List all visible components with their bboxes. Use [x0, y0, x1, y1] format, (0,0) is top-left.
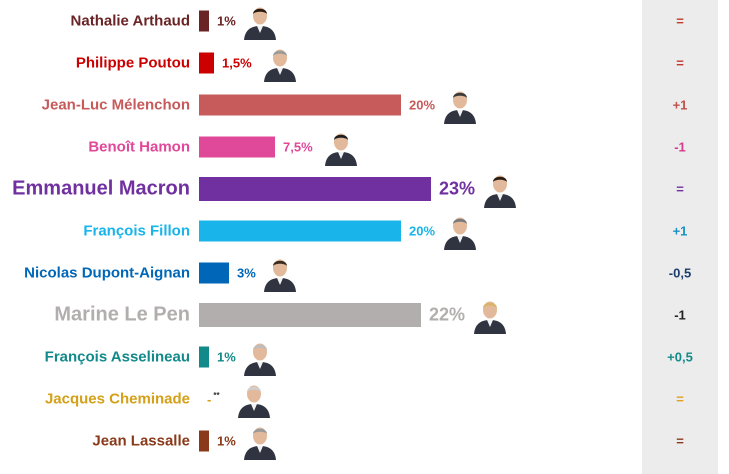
candidate-photo [244, 343, 276, 376]
data-label-text: 23% [439, 178, 476, 199]
data-label: 1,5% [222, 56, 252, 71]
candidate-name: Jacques Cheminade [44, 390, 190, 408]
candidate-row: Philippe Poutou 1,5% = [0, 42, 729, 84]
change-value: -1 [674, 307, 686, 323]
bar [199, 136, 275, 158]
candidate-row: Benoît Hamon 7,5% -1 [0, 126, 729, 168]
data-label-text: 20% [409, 223, 436, 239]
data-label-text: 7,5% [283, 139, 313, 155]
candidate-row: Jacques Cheminade - ** = [0, 378, 729, 420]
data-label-text: 1% [217, 433, 236, 449]
bar [199, 303, 421, 327]
candidate-row: Nathalie Arthaud 1% = [0, 0, 729, 42]
data-label: 20% [409, 224, 435, 239]
bar [199, 262, 229, 284]
change-column [642, 0, 718, 474]
data-label-text: 3% [237, 265, 256, 281]
data-label: - ** [207, 391, 220, 407]
candidate-row: Marine Le Pen 22% -1 [0, 294, 729, 336]
candidate-photo [264, 259, 296, 292]
change-value: -1 [674, 139, 686, 155]
data-label-text: - [207, 392, 212, 407]
candidate-name: François Fillon [83, 222, 190, 240]
data-label-text: 1% [217, 13, 236, 29]
bar [199, 52, 214, 74]
candidate-row: François Fillon 20% +1 [0, 210, 729, 252]
data-label: 20% [409, 98, 435, 113]
candidate-photo [244, 7, 276, 40]
change-value: +0,5 [667, 349, 693, 365]
data-label: 22% [429, 305, 465, 326]
change-value: -0,5 [668, 265, 692, 281]
candidate-photo [238, 385, 270, 418]
candidate-row: François Asselineau 1% +0,5 [0, 336, 729, 378]
bar [199, 346, 209, 368]
candidate-name: Emmanuel Macron [12, 177, 190, 200]
candidate-name: François Asselineau [44, 348, 190, 366]
change-value: = [676, 13, 684, 29]
data-label: 1% [217, 350, 236, 365]
candidate-photo [474, 301, 506, 334]
change-value: = [676, 391, 684, 407]
candidate-name: Nicolas Dupont-Aignan [24, 264, 190, 282]
candidate-name: Jean Lassalle [92, 432, 190, 450]
candidate-photo [444, 91, 476, 124]
data-label-text: 1% [217, 349, 236, 365]
change-value: = [676, 55, 684, 71]
candidate-photo [264, 49, 296, 82]
data-label-footnote: ** [213, 391, 220, 400]
candidate-name: Nathalie Arthaud [70, 12, 190, 30]
data-label: 23% [439, 179, 475, 200]
bar [199, 177, 431, 201]
data-label: 3% [237, 266, 256, 281]
candidate-name: Jean-Luc Mélenchon [41, 96, 190, 114]
candidate-name: Marine Le Pen [54, 303, 190, 326]
candidate-row: Emmanuel Macron 23% = [0, 168, 729, 210]
candidate-row: Jean Lassalle 1% = [0, 420, 729, 462]
change-value: = [676, 181, 684, 197]
data-label-text: 1,5% [222, 55, 252, 71]
candidate-name: Philippe Poutou [75, 54, 190, 72]
bar [199, 94, 401, 116]
bar [199, 430, 209, 452]
candidate-photo [325, 133, 357, 166]
candidate-row: Jean-Luc Mélenchon 20% +1 [0, 84, 729, 126]
data-label: 1% [217, 14, 236, 29]
data-label-text: 20% [409, 97, 436, 113]
change-value: +1 [672, 97, 688, 113]
candidate-photo [444, 217, 476, 250]
candidate-photo [244, 427, 276, 460]
candidate-name: Benoît Hamon [88, 138, 190, 156]
data-label-text: 22% [429, 304, 466, 325]
data-label: 7,5% [283, 140, 313, 155]
change-value: +1 [672, 223, 688, 239]
data-label: 1% [217, 434, 236, 449]
bar [199, 220, 401, 242]
change-value: = [676, 433, 684, 449]
candidate-row: Nicolas Dupont-Aignan 3% -0,5 [0, 252, 729, 294]
bar [199, 10, 209, 32]
candidate-photo [484, 175, 516, 208]
